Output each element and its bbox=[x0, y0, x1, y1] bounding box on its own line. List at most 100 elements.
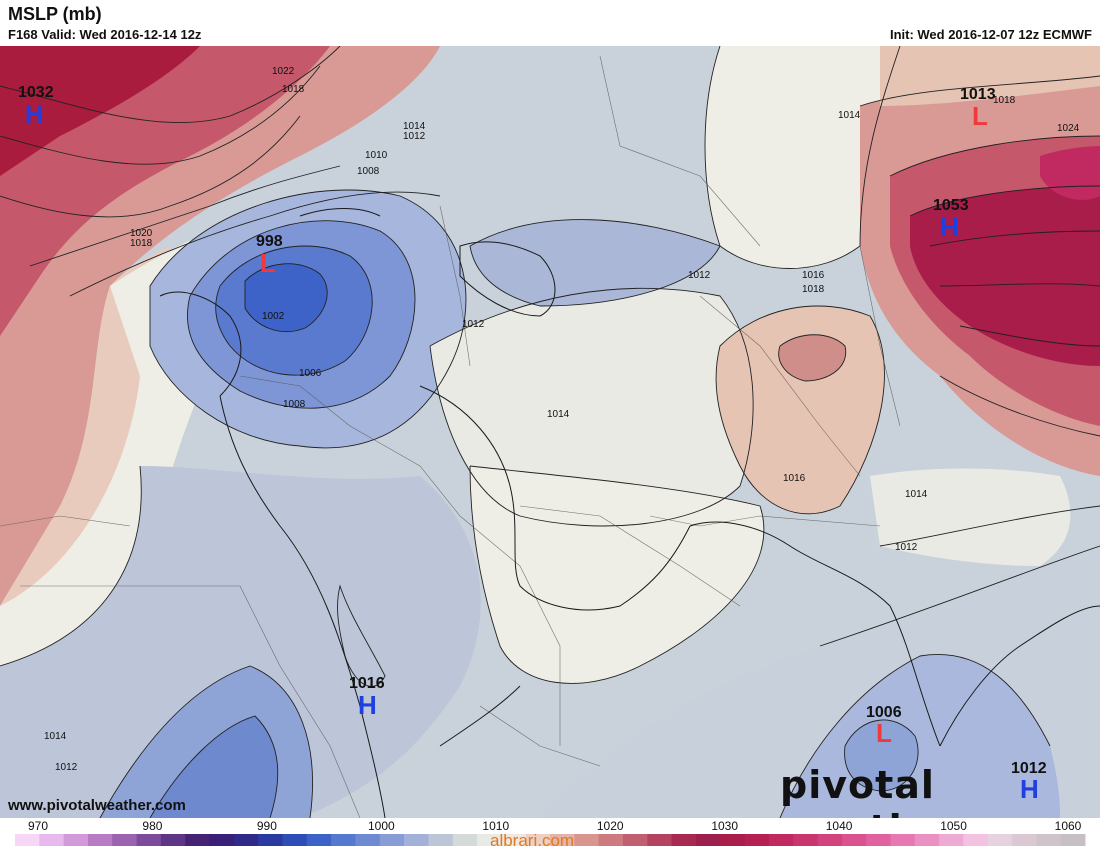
legend-swatch bbox=[404, 834, 429, 846]
legend-swatch bbox=[720, 834, 746, 846]
website-watermark: www.pivotalweather.com bbox=[8, 797, 186, 814]
legend-swatch bbox=[331, 834, 356, 846]
high-symbol: H bbox=[25, 99, 44, 129]
center-value: 1013 bbox=[960, 86, 996, 103]
legend-swatch bbox=[963, 834, 989, 846]
legend-swatch bbox=[258, 834, 283, 846]
contour-label: 1016 bbox=[802, 270, 825, 281]
pressure-center-998: 998 L bbox=[256, 233, 283, 278]
legend-swatch bbox=[379, 834, 405, 846]
center-value: 1006 bbox=[866, 704, 902, 721]
legend-swatch bbox=[63, 834, 89, 846]
bengal-low-core bbox=[844, 719, 919, 791]
legend-swatch bbox=[525, 834, 551, 846]
contour-label: 1012 bbox=[462, 319, 485, 330]
contour-label: 1014 bbox=[547, 409, 570, 420]
contour-label: 1002 bbox=[262, 311, 285, 322]
legend-swatch bbox=[550, 834, 575, 846]
iran-neutral-region bbox=[430, 288, 754, 526]
legend-swatch bbox=[793, 834, 818, 846]
contour-label: 1020 bbox=[130, 228, 153, 239]
legend-swatch bbox=[87, 834, 113, 846]
center-value: 998 bbox=[256, 233, 283, 250]
contour-label: 1010 bbox=[365, 150, 388, 161]
legend-tick-label: 1030 bbox=[711, 819, 738, 833]
legend-tick-label: 1010 bbox=[482, 819, 509, 833]
color-legend: 970 980 990 1000 1010 1020 1030 1040 1050 1060 bbox=[0, 818, 1100, 850]
pressure-center-1013: 1013 L bbox=[960, 86, 996, 131]
pressure-center-1053: 1053 H bbox=[933, 197, 969, 242]
legend-swatch bbox=[647, 834, 673, 846]
contour-label: 1008 bbox=[357, 166, 380, 177]
legend-swatch bbox=[1012, 834, 1037, 846]
contour-label: 1014 bbox=[44, 731, 67, 742]
legend-swatch bbox=[987, 834, 1013, 846]
pressure-center-1012: 1012 H bbox=[1011, 760, 1047, 804]
tibet-high-core bbox=[910, 186, 1100, 366]
low-symbol: L bbox=[260, 248, 276, 278]
legend-swatch bbox=[1060, 834, 1086, 846]
low-symbol: L bbox=[876, 718, 892, 748]
legend-swatch bbox=[233, 834, 259, 846]
contour-label: 1012 bbox=[55, 762, 78, 773]
low-symbol: L bbox=[972, 101, 988, 131]
legend-swatch bbox=[817, 834, 843, 846]
legend-swatch bbox=[136, 834, 162, 846]
bay-bengal-low bbox=[780, 654, 1060, 818]
legend-swatch bbox=[209, 834, 235, 846]
contour-label: 1014 bbox=[403, 121, 426, 132]
legend-tick-label: 1040 bbox=[826, 819, 853, 833]
northeast-neutral bbox=[705, 46, 900, 269]
valid-time: F168 Valid: Wed 2016-12-14 12z bbox=[8, 27, 202, 42]
country-borders bbox=[0, 55, 901, 818]
legend-swatch bbox=[477, 834, 502, 846]
contour-label: 1008 bbox=[283, 399, 306, 410]
contour-label: 1012 bbox=[403, 131, 426, 142]
legend-swatch bbox=[914, 834, 940, 846]
contour-label: 1012 bbox=[895, 542, 918, 553]
legend-swatch bbox=[39, 834, 65, 846]
contour-label: 1018 bbox=[130, 238, 153, 249]
center-value: 1016 bbox=[349, 675, 385, 692]
contour-label: 1012 bbox=[688, 270, 711, 281]
himalaya-warm-core bbox=[778, 334, 846, 381]
legend-swatch bbox=[306, 834, 332, 846]
contour-label: 1014 bbox=[838, 110, 861, 121]
credit-watermark: albrari.com bbox=[490, 831, 575, 850]
legend-swatch bbox=[695, 834, 721, 846]
legend-tick-label: 990 bbox=[257, 819, 277, 833]
contour-label: 1022 bbox=[272, 66, 295, 77]
contour-label: 1018 bbox=[993, 95, 1016, 106]
southwest-low-core bbox=[150, 716, 278, 818]
legend-swatch bbox=[841, 834, 867, 846]
legend-swatch bbox=[744, 834, 770, 846]
legend-swatch bbox=[282, 834, 308, 846]
legend-swatch bbox=[428, 834, 454, 846]
legend-tick-label: 970 bbox=[28, 819, 48, 833]
arabian-light-region bbox=[470, 466, 764, 684]
legend-swatches bbox=[15, 834, 1086, 846]
pressure-center-1016: 1016 H bbox=[349, 675, 385, 720]
center-value: 1012 bbox=[1011, 760, 1047, 777]
legend-tick-label: 1000 bbox=[368, 819, 395, 833]
legend-tick-label: 1060 bbox=[1055, 819, 1082, 833]
legend-tick-label: 1050 bbox=[940, 819, 967, 833]
legend-swatch bbox=[671, 834, 697, 846]
isobar-lines bbox=[0, 46, 1100, 818]
contour-labels: 1022 1018 1014 1012 1010 1008 1020 1018 … bbox=[44, 66, 1080, 773]
pressure-center-1032: 1032 H bbox=[18, 84, 54, 129]
legend-swatch bbox=[112, 834, 138, 846]
contour-label: 1006 bbox=[299, 368, 322, 379]
map-svg: 1022 1018 1014 1012 1010 1008 1020 1018 … bbox=[0, 46, 1100, 818]
high-symbol: H bbox=[1020, 774, 1039, 804]
legend-swatch bbox=[355, 834, 381, 846]
legend-swatch bbox=[501, 834, 527, 846]
legend-swatch bbox=[574, 834, 600, 846]
contour-label: 1018 bbox=[802, 284, 825, 295]
legend-swatch bbox=[160, 834, 186, 846]
legend-swatch bbox=[598, 834, 624, 846]
high-symbol: H bbox=[940, 212, 959, 242]
west-high-core bbox=[0, 46, 200, 176]
legend-swatch bbox=[185, 834, 211, 846]
legend-swatch bbox=[452, 834, 478, 846]
